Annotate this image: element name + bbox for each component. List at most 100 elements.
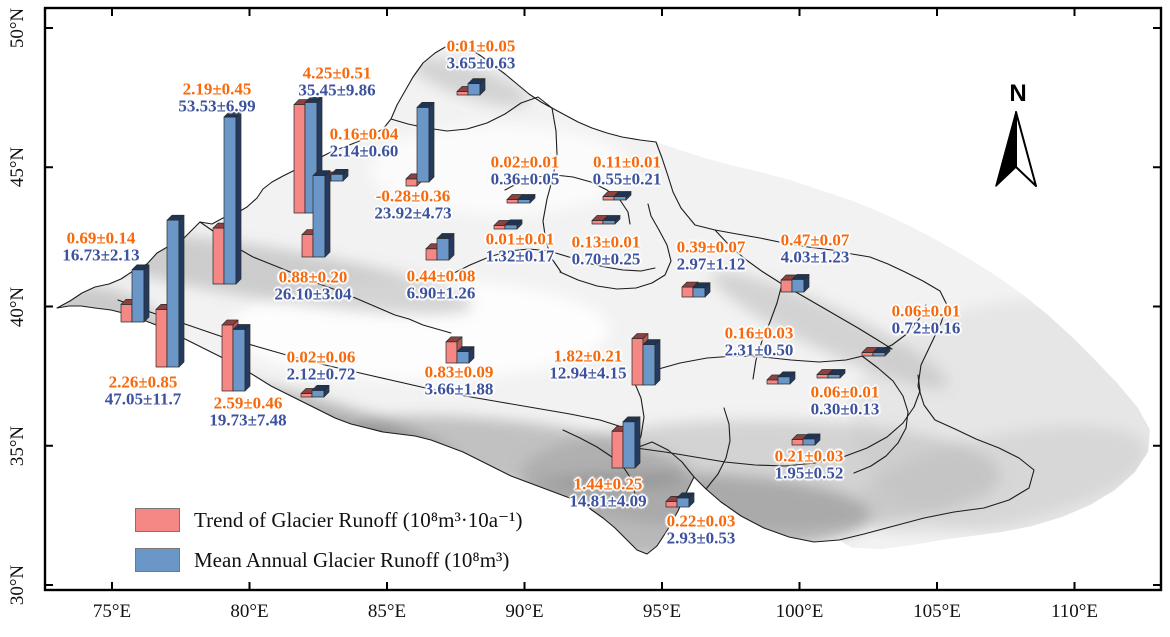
trend-value-label: 0.16±0.03 bbox=[724, 323, 794, 343]
runoff-label: 0.02±0.01 0.36±0.05 bbox=[490, 152, 560, 188]
trend-value-label: 0.06±0.01 bbox=[891, 301, 961, 321]
trend-value-label: 2.19±0.45 bbox=[182, 79, 252, 99]
runoff-label: 4.25±0.51 35.45±9.86 bbox=[298, 65, 376, 99]
mean-value-label: 19.73±7.48 bbox=[209, 410, 287, 429]
trend-value-label: 0.83±0.09 bbox=[424, 362, 494, 382]
runoff-label: 0.02±0.06 2.12±0.72 bbox=[286, 347, 356, 383]
mean-value-label: 6.90±1.26 bbox=[406, 283, 476, 302]
runoff-label: 0.06±0.01 0.30±0.13 bbox=[810, 382, 880, 418]
mean-value-label: 0.36±0.05 bbox=[490, 169, 560, 188]
bar-group bbox=[861, 347, 891, 357]
x-tick-label: 110°E bbox=[1051, 601, 1098, 622]
runoff-label: 0.39±0.07 2.97±1.12 bbox=[676, 239, 746, 273]
bar-group bbox=[300, 385, 330, 398]
bar-group bbox=[155, 214, 185, 368]
bar-group bbox=[221, 319, 251, 392]
mean-value-label: 12.94±4.15 bbox=[549, 363, 627, 382]
trend-swatch bbox=[135, 508, 180, 532]
trend-value-label: 0.01±0.05 bbox=[446, 36, 516, 56]
bar-group bbox=[602, 191, 632, 201]
runoff-label: 0.01±0.01 1.32±0.17 bbox=[485, 229, 555, 265]
mean-value-label: 3.65±0.63 bbox=[446, 53, 516, 72]
trend-value-label: 0.02±0.06 bbox=[286, 347, 356, 367]
bar-group bbox=[591, 215, 621, 225]
trend-value-label: 1.44±0.25 bbox=[573, 474, 643, 494]
runoff-label: 0.01±0.05 3.65±0.63 bbox=[446, 36, 516, 72]
runoff-label: 0.22±0.03 2.93±0.53 bbox=[666, 513, 736, 547]
mean-value-label: 47.05±11.7 bbox=[104, 389, 182, 408]
trend-value-label: 2.26±0.85 bbox=[108, 372, 178, 392]
runoff-label: -0.28±0.36 23.92±4.73 bbox=[374, 186, 452, 222]
mean-value-label: 4.03±1.23 bbox=[780, 247, 850, 266]
runoff-label: 0.21±0.03 1.95±0.52 bbox=[774, 446, 844, 482]
mean-value-label: 53.53±6.99 bbox=[178, 96, 256, 115]
legend: Trend of Glacier Runoff (10⁸m³·10a⁻¹) Me… bbox=[135, 505, 522, 585]
trend-value-label: 0.44±0.08 bbox=[406, 266, 476, 286]
trend-value-label: 0.69±0.14 bbox=[66, 228, 136, 248]
runoff-label: 2.26±0.85 47.05±11.7 bbox=[104, 372, 182, 408]
y-tick-label: 40°N bbox=[7, 286, 28, 327]
runoff-label: 1.44±0.25 14.81±4.09 bbox=[569, 474, 647, 510]
trend-value-label: 1.82±0.21 bbox=[553, 346, 623, 366]
north-arrow-icon bbox=[995, 111, 1037, 187]
runoff-label: 0.16±0.03 2.31±0.50 bbox=[724, 323, 794, 359]
y-tick-label: 45°N bbox=[7, 147, 28, 188]
mean-value-label: 1.95±0.52 bbox=[774, 463, 844, 482]
bar-group bbox=[493, 219, 523, 230]
bar-group bbox=[212, 111, 242, 285]
runoff-label: 0.11±0.01 0.55±0.21 bbox=[592, 154, 662, 188]
bar-group bbox=[681, 281, 711, 298]
mean-value-label: 0.70±0.25 bbox=[571, 249, 641, 268]
mean-value-label: 2.31±0.50 bbox=[724, 340, 794, 359]
bar-group bbox=[120, 264, 150, 323]
mean-value-label: 2.12±0.72 bbox=[286, 364, 356, 383]
trend-value-label: 0.88±0.20 bbox=[278, 267, 348, 287]
bar-group bbox=[611, 416, 641, 469]
runoff-bars-layer bbox=[120, 78, 891, 508]
legend-item-trend: Trend of Glacier Runoff (10⁸m³·10a⁻¹) bbox=[135, 505, 522, 535]
x-tick-label: 85°E bbox=[367, 601, 407, 622]
trend-value-label: 0.06±0.01 bbox=[810, 382, 880, 402]
runoff-label: 0.47±0.07 4.03±1.23 bbox=[780, 230, 850, 266]
runoff-label: 2.19±0.45 53.53±6.99 bbox=[178, 79, 256, 115]
runoff-label: 0.13±0.01 0.70±0.25 bbox=[571, 232, 641, 268]
mean-value-label: 3.66±1.88 bbox=[424, 379, 494, 398]
mean-value-label: 2.97±1.12 bbox=[676, 254, 746, 273]
trend-value-label: 0.47±0.07 bbox=[780, 230, 850, 250]
mean-value-label: 35.45±9.86 bbox=[298, 80, 376, 99]
y-tick-label: 50°N bbox=[7, 7, 28, 49]
mean-value-label: 2.93±0.53 bbox=[666, 528, 736, 547]
axis-frame bbox=[43, 6, 1163, 592]
bar-group bbox=[425, 233, 455, 261]
x-tick-label: 105°E bbox=[913, 601, 961, 622]
trend-value-label: 0.02±0.01 bbox=[490, 152, 560, 172]
x-tick-label: 90°E bbox=[505, 601, 544, 622]
runoff-label: 0.83±0.09 3.66±1.88 bbox=[424, 362, 494, 398]
trend-value-label: 2.59±0.46 bbox=[213, 393, 283, 413]
mean-value-label: 0.30±0.13 bbox=[810, 399, 880, 418]
trend-value-label: 0.01±0.01 bbox=[485, 229, 555, 249]
trend-value-label: -0.28±0.36 bbox=[375, 186, 451, 206]
runoff-label: 2.59±0.46 19.73±7.48 bbox=[209, 393, 287, 429]
trend-value-label: 0.13±0.01 bbox=[571, 232, 641, 252]
runoff-label: 0.88±0.20 26.10±3.04 bbox=[274, 267, 351, 303]
mean-value-label: 0.55±0.21 bbox=[592, 169, 662, 188]
bar-group bbox=[766, 371, 796, 385]
x-tick-label: 95°E bbox=[642, 601, 682, 622]
mean-value-label: 16.73±2.13 bbox=[62, 245, 140, 264]
trend-value-label: 0.21±0.03 bbox=[774, 446, 844, 466]
mean-value-label: 14.81±4.09 bbox=[569, 491, 647, 510]
mean-value-label: 23.92±4.73 bbox=[374, 203, 452, 222]
bar-group bbox=[816, 369, 846, 379]
mean-value-label: 1.32±0.17 bbox=[485, 246, 555, 265]
bar-group bbox=[665, 492, 695, 508]
north-arrow-label: N bbox=[1009, 80, 1027, 107]
x-tick-label: 80°E bbox=[230, 601, 269, 622]
bar-group bbox=[405, 102, 435, 187]
x-tick-label: 100°E bbox=[775, 601, 824, 622]
bar-group bbox=[780, 274, 810, 293]
runoff-label: 0.69±0.14 16.73±2.13 bbox=[62, 228, 140, 264]
runoff-label: 0.16±0.04 2.14±0.60 bbox=[330, 126, 399, 160]
